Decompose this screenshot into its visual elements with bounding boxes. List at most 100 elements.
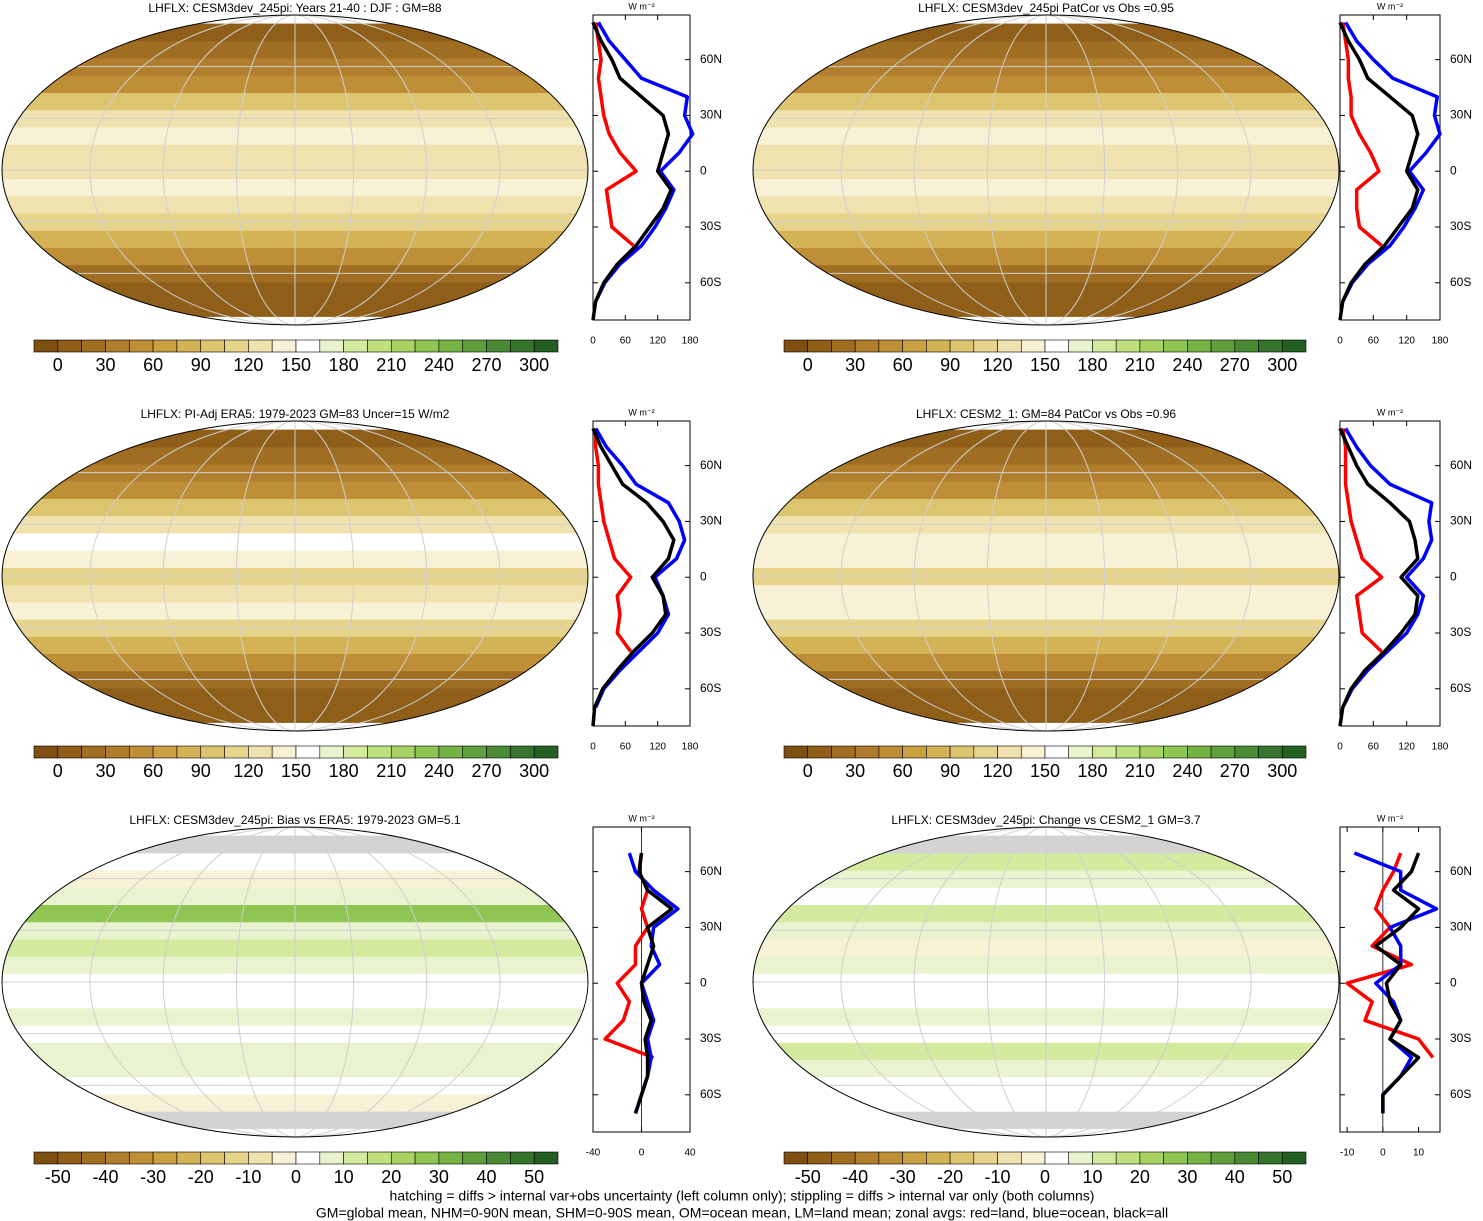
colorbar-box	[783, 745, 809, 759]
colorbar-box	[33, 339, 59, 353]
colorbar-box	[414, 745, 440, 759]
zonal-line	[591, 427, 676, 727]
colorbar-tick-label: 300	[519, 355, 549, 375]
colorbar-box	[949, 745, 975, 759]
colorbar-tick-label: 180	[329, 355, 359, 375]
colorbar-box	[200, 1151, 225, 1165]
colorbar-box	[533, 1151, 559, 1165]
colorbar-tick-label: 40	[1225, 1167, 1245, 1187]
graticule	[235, 421, 355, 731]
colorbar-tick-label: 20	[1130, 1167, 1150, 1187]
y-tick-label: 60S	[1450, 275, 1471, 289]
panel-title: LHFLX: CESM3dev_245pi PatCor vs Obs =0.9…	[918, 1, 1174, 15]
y-tick-label: 30S	[700, 1031, 721, 1045]
colorbar-box	[248, 745, 273, 759]
colorbar-box	[1044, 339, 1070, 353]
zonal-unit: W m⁻²	[628, 1, 654, 11]
colorbar-box	[783, 339, 809, 353]
colorbar-box	[105, 339, 130, 353]
x-tick-label: 180	[682, 336, 699, 347]
colorbar-box	[1068, 339, 1093, 353]
colorbar-box	[902, 745, 927, 759]
map	[753, 421, 1339, 731]
colorbar-box	[878, 339, 903, 353]
colorbar-box	[486, 745, 511, 759]
x-tick-label: -40	[586, 1148, 601, 1159]
colorbar-tick-label: 150	[281, 761, 311, 781]
zonal-line	[1341, 22, 1383, 247]
colorbar-box	[367, 339, 392, 353]
colorbar-box	[128, 745, 154, 759]
y-tick-label: 60S	[700, 1087, 721, 1101]
y-tick-label: 30N	[700, 514, 722, 528]
colorbar-box	[510, 745, 535, 759]
colorbar-box	[1068, 745, 1093, 759]
colorbar-tick-label: 180	[329, 761, 359, 781]
colorbar-tick-label: 60	[893, 761, 913, 781]
graticule	[840, 827, 1252, 1137]
colorbar-box	[295, 339, 321, 353]
colorbar-box	[1115, 339, 1141, 353]
colorbar-box	[248, 1151, 273, 1165]
zonal-line	[594, 427, 687, 709]
colorbar-box	[390, 745, 416, 759]
colorbar-tick-label: -40	[842, 1167, 868, 1187]
colorbar-tick-label: 20	[381, 1167, 401, 1187]
colorbar-tick-label: 60	[143, 761, 163, 781]
colorbar-tick-label: 240	[1172, 761, 1202, 781]
colorbar-box	[1092, 339, 1117, 353]
colorbar-tick-label: 90	[940, 761, 960, 781]
colorbar-box	[533, 745, 559, 759]
y-tick-label: 30S	[1450, 1031, 1471, 1045]
colorbar-box	[462, 745, 487, 759]
colorbar-tick-label: 120	[233, 761, 263, 781]
colorbar-box	[831, 339, 856, 353]
zonal-line	[1341, 427, 1434, 709]
colorbar-tick-label: 120	[983, 761, 1013, 781]
colorbar-box	[319, 339, 344, 353]
zonal-unit: W m⁻²	[628, 407, 654, 417]
zonal-line	[593, 428, 633, 653]
colorbar-tick-label: 10	[1082, 1167, 1102, 1187]
colorbar-tick-label: -40	[92, 1167, 118, 1187]
colorbar-box	[105, 745, 130, 759]
zonal-line	[627, 852, 680, 1114]
colorbar-box	[783, 1151, 809, 1165]
y-tick-label: 30S	[700, 625, 721, 639]
colorbar-box	[486, 339, 511, 353]
colorbar-box	[997, 745, 1022, 759]
graticule	[235, 827, 355, 1137]
colorbar-tick-label: 240	[424, 355, 454, 375]
colorbar-box	[973, 1151, 998, 1165]
colorbar-box	[926, 339, 951, 353]
colorbar-box	[414, 1151, 440, 1165]
colorbar-tick-label: 180	[1077, 761, 1107, 781]
x-tick-label: 0	[1337, 742, 1343, 753]
zonal-line	[593, 22, 638, 247]
panel-title: LHFLX: PI-Adj ERA5: 1979-2023 GM=83 Unce…	[141, 407, 450, 421]
graticule	[913, 827, 1179, 1137]
colorbar-tick-label: -10	[235, 1167, 261, 1187]
colorbar-tick-label: 40	[477, 1167, 497, 1187]
colorbar-box	[200, 339, 225, 353]
colorbar-tick-label: 10	[334, 1167, 354, 1187]
graticule	[89, 421, 501, 731]
x-tick-label: 180	[1432, 742, 1449, 753]
colorbar-tick-label: 270	[472, 355, 502, 375]
colorbar-box	[1210, 339, 1236, 353]
map-border	[1, 420, 589, 732]
colorbar-tick-label: -30	[890, 1167, 916, 1187]
colorbar-box	[486, 1151, 511, 1165]
x-tick-label: 120	[1398, 742, 1415, 753]
y-tick-label: 30S	[700, 219, 721, 233]
colorbar-box	[902, 339, 927, 353]
colorbar-box	[57, 339, 82, 353]
x-tick-label: 60	[1368, 336, 1380, 347]
x-tick-label: 0	[590, 742, 596, 753]
colorbar-box	[462, 1151, 487, 1165]
zonal-unit: W m⁻²	[1377, 1, 1403, 11]
y-tick-label: 0	[1450, 975, 1457, 989]
colorbar-tick-label: 30	[429, 1167, 449, 1187]
graticule	[162, 827, 428, 1137]
colorbar-tick-label: 210	[1125, 761, 1155, 781]
